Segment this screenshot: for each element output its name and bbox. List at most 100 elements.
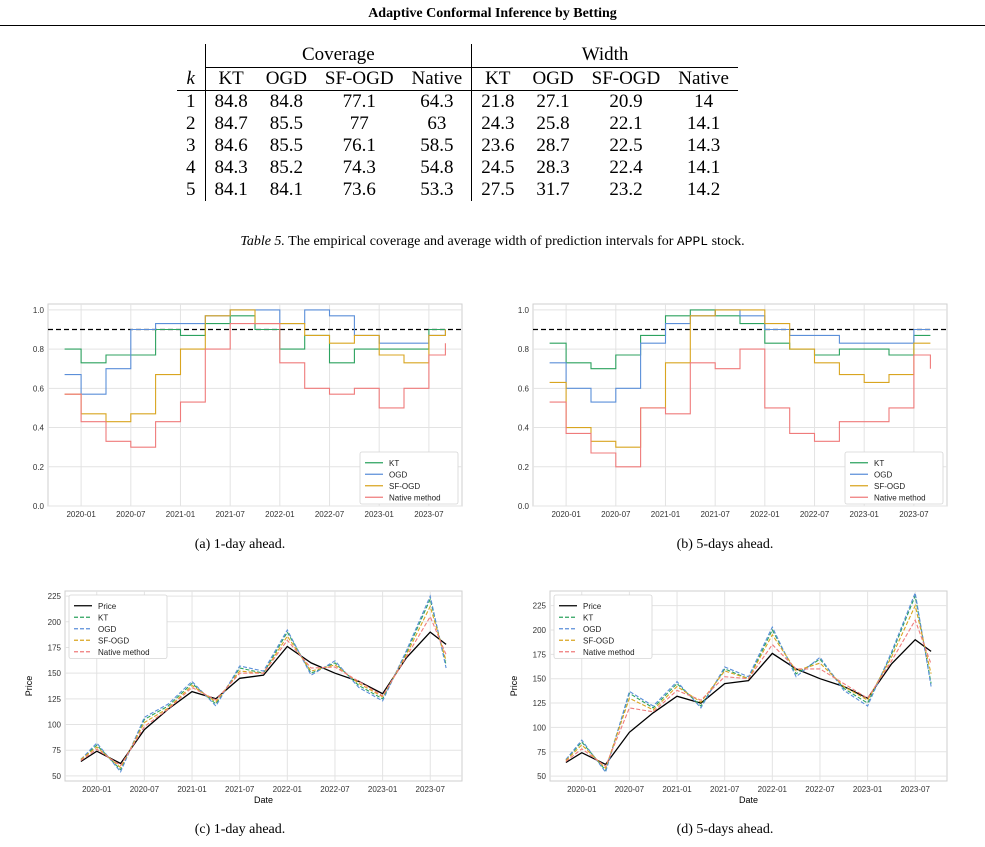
legend-entry: OGD [389,470,407,479]
value-cell: 23.6 [481,135,515,156]
legend-entry: SF-OGD [389,482,420,491]
legend-entry: OGD [98,625,116,634]
caption-text: The empirical coverage and average width… [288,234,674,249]
value-cell: 14 [694,91,714,112]
x-axis-label: Date [254,795,273,805]
y-tick-label: 225 [533,602,547,611]
value-cell: 54.8 [402,157,473,179]
value-cell: 22.4 [609,157,643,178]
value-cell: 14.3 [686,135,721,156]
value-cell: 58.5 [402,135,473,157]
k-header: k [177,67,206,91]
x-tick-label: 2020-07 [116,510,146,519]
legend-entry: Native method [389,493,441,502]
y-tick-label: 0.4 [518,424,530,433]
legend-entry: Native method [98,648,150,657]
x-tick-label: 2021-07 [710,785,740,794]
k-cell: 5 [177,179,206,201]
x-tick-label: 2023-07 [414,510,444,519]
y-tick-label: 200 [48,618,62,627]
series-line-native-method [565,618,932,768]
value-cell: 28.3 [536,157,570,178]
y-tick-label: 175 [48,643,62,652]
x-tick-label: 2022-07 [315,510,345,519]
value-cell: 84.3 [214,157,248,178]
legend-entry: SF-OGD [874,482,905,491]
legend-entry: OGD [874,470,892,479]
value-cell: 25.8 [536,113,570,134]
value-cell: 73.6 [342,179,376,200]
legend-entry: SF-OGD [583,636,614,645]
series-line-ogd [565,590,932,774]
running-header: Adaptive Conformal Inference by Betting [368,6,617,21]
value-cell: 85.2 [269,157,303,178]
table-row: 3 84.6 85.5 76.1 58.5 23.6 28.7 22.5 14.3 [177,135,738,157]
x-tick-label: 2021-01 [651,510,681,519]
k-cell: 3 [177,135,206,157]
x-tick-label: 2020-01 [82,785,112,794]
coverage-group-header: Coverage [205,44,473,68]
col-header: KT [471,67,524,91]
y-tick-label: 0.8 [33,345,45,354]
subcaption-a: (a) 1-day ahead. [194,537,286,552]
legend-entry: OGD [583,625,601,634]
x-tick-label: 2020-01 [66,510,96,519]
legend-box [359,451,459,505]
legend-entry: SF-OGD [98,636,129,645]
x-tick-label: 2022-01 [265,510,295,519]
col-header: Native [669,67,738,91]
value-cell: 22.1 [609,113,643,134]
value-cell: 28.7 [536,135,570,156]
x-tick-label: 2021-07 [215,510,245,519]
y-tick-label: 100 [48,721,62,730]
table-corner [177,44,206,68]
x-tick-label: 2022-07 [805,785,835,794]
value-cell: 76.1 [342,135,376,156]
legend-entry: KT [98,613,108,622]
y-tick-label: 150 [48,669,62,678]
table-row: 1 84.8 84.8 77.1 64.3 21.8 27.1 20.9 14 [177,90,738,113]
x-tick-label: 2020-07 [130,785,160,794]
x-tick-label: 2022-01 [273,785,303,794]
y-tick-label: 225 [48,592,62,601]
x-tick-label: 2021-01 [662,785,692,794]
x-tick-label: 2020-01 [551,510,581,519]
series-line-native-method [549,348,931,468]
value-cell: 77.1 [342,91,376,112]
value-cell: 27.5 [481,179,515,200]
price-chart-5day: 50 75 100 125 150 175 200 225 2020-01 2020-07 2021… [509,590,948,805]
price-chart-1day: 50 75 100 125 150 175 200 225 2020-01 2020-07 2021… [24,590,463,805]
y-tick-label: 0.0 [518,502,530,511]
y-tick-label: 150 [533,675,547,684]
value-cell: 27.1 [536,91,570,112]
k-cell: 2 [177,113,206,135]
col-header: SF-OGD [315,67,403,91]
y-tick-label: 0.2 [33,463,45,472]
x-tick-label: 2022-07 [320,785,350,794]
x-tick-label: 2022-01 [750,510,780,519]
subcaption-d: (d) 5-days ahead. [676,822,774,837]
coverage-chart-1day: 0.0 0.2 0.4 0.6 0.8 1.0 2020-01 2020-07 2021-01 2… [33,303,463,519]
y-tick-label: 50 [52,772,61,781]
y-axis-label: Price [509,676,519,697]
series-line-ogd [64,309,446,395]
coverage-chart-5day: 0.0 0.2 0.4 0.6 0.8 1.0 2020-01 2020-07 2021-01 2… [518,303,948,519]
caption-code: APPL [676,234,709,249]
x-tick-label: 2021-01 [177,785,207,794]
y-tick-label: 75 [537,748,546,757]
value-cell: 24.5 [481,157,515,178]
value-cell: 21.8 [481,91,515,112]
value-cell: 84.8 [269,91,303,112]
x-tick-label: 2020-07 [601,510,631,519]
x-tick-label: 2023-07 [901,785,931,794]
x-tick-label: 2020-01 [567,785,597,794]
value-cell: 85.5 [269,113,303,134]
y-tick-label: 50 [537,772,546,781]
series-line-native-method [64,323,446,448]
value-cell: 20.9 [609,91,643,112]
x-tick-label: 2023-07 [416,785,446,794]
table-row: 4 84.3 85.2 74.3 54.8 24.5 28.3 22.4 14.1 [177,157,738,179]
col-header: KT [205,67,257,91]
y-tick-label: 0.6 [518,384,530,393]
x-axis-label: Date [739,795,758,805]
